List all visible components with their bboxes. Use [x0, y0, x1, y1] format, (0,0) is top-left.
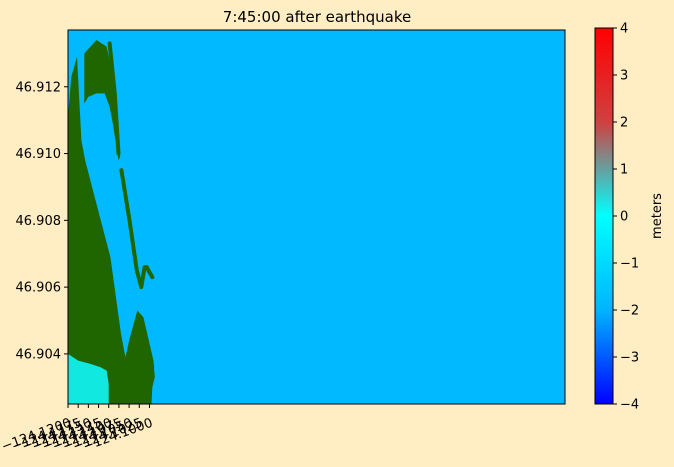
plot-area [67, 29, 566, 405]
colorbar-tick-label: 2 [620, 116, 628, 131]
colorbar-ticks: 4 3 2 1 0 −1 −2 −3 −4 [613, 22, 639, 413]
jetty-line-0 [119, 168, 155, 290]
colorbar-tick-label: 1 [620, 163, 628, 178]
water-background [68, 30, 565, 404]
colorbar-label: meters [650, 193, 665, 239]
map-layer [68, 40, 155, 404]
y-axis: 46.904 46.906 46.908 46.910 46.912 [16, 80, 68, 362]
colorbar-tick-label: 0 [620, 210, 628, 225]
colorbar-gradient [594, 27, 614, 405]
y-tick-label: 46.912 [16, 80, 62, 95]
plot-frame [67, 29, 566, 405]
land-region-0 [68, 56, 155, 404]
shallow-region-2 [68, 353, 109, 404]
y-tick-label: 46.908 [16, 214, 62, 229]
chart-title: 7:45:00 after earthquake [223, 8, 411, 26]
y-tick-label: 46.910 [16, 147, 62, 162]
colorbar-tick-label: −4 [620, 398, 639, 413]
colorbar-tick-label: 4 [620, 22, 628, 37]
colorbar-tick-label: −3 [620, 351, 639, 366]
colorbar: 4 3 2 1 0 −1 −2 −3 −4 meters [594, 22, 665, 413]
colorbar-tick-label: 3 [620, 69, 628, 84]
y-tick-label: 46.906 [16, 281, 62, 296]
x-axis: −124.1200−124.1175−124.1150−124.1125−124… [0, 404, 155, 455]
y-tick-label: 46.904 [16, 347, 62, 362]
colorbar-tick-label: −2 [620, 304, 639, 319]
jetty-line-1 [107, 41, 121, 156]
colorbar-tick-label: −1 [620, 257, 639, 272]
